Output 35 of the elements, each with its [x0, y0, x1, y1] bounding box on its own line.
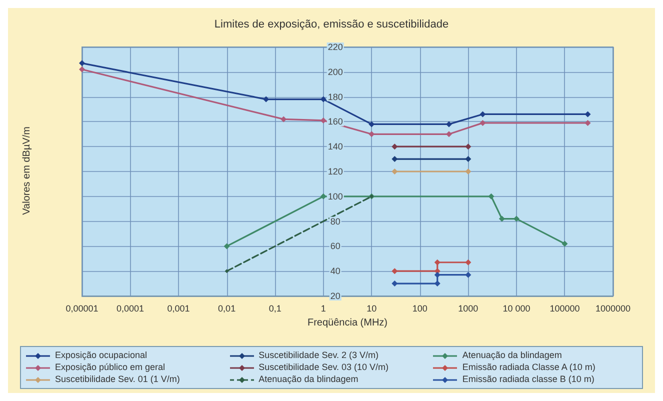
y-tick-label: 200	[328, 66, 343, 77]
legend-label: Atenuação da blindagem	[258, 374, 358, 385]
legend-label: Suscetibilidade Sev. 2 (3 V/m)	[258, 350, 379, 361]
legend-label: Suscetibilidade Sev. 03 (10 V/m)	[258, 362, 389, 373]
x-tick-label: 0,001	[167, 304, 190, 314]
legend-label: Exposição ocupacional	[55, 350, 148, 361]
x-axis-title: Freqüência (MHz)	[307, 318, 388, 328]
y-tick-label: 80	[330, 216, 340, 226]
y-tick-label: 40	[330, 266, 340, 276]
x-tick-label: 100	[412, 304, 428, 314]
legend-label: Suscetibilidade Sev. 01 (1 V/m)	[55, 374, 180, 385]
chart-title: Limites de exposição, emissão e suscetibilidade	[214, 18, 449, 30]
legend-label: Atenuação da blindagem	[462, 350, 562, 361]
x-tick-label: 10	[366, 304, 377, 314]
y-tick-label: 60	[330, 241, 340, 252]
y-tick-label: 20	[330, 291, 340, 301]
x-tick-label: 10 000	[502, 304, 530, 314]
x-tick-label: 1000000	[595, 304, 631, 314]
y-tick-label: 120	[328, 166, 343, 176]
y-tick-label: 180	[328, 92, 343, 102]
x-tick-label: 0,1	[268, 304, 282, 314]
y-tick-label: 160	[328, 116, 343, 127]
y-tick-label: 100	[328, 191, 343, 202]
y-tick-label: 220	[328, 42, 343, 52]
y-tick-label: 140	[328, 142, 343, 152]
y-axis-title: Valores em dBµV/m	[22, 126, 32, 215]
x-tick-label: 1000	[458, 304, 478, 314]
legend-label: Emissão radiada Classe A (10 m)	[462, 362, 596, 373]
legend-label: Emissão radiada classe B (10 m)	[462, 374, 594, 385]
x-tick-label: 0,01	[218, 304, 236, 314]
x-tick-label: 0,0001	[116, 304, 144, 314]
x-tick-label: 1	[320, 304, 326, 314]
x-tick-label: 100000	[550, 304, 580, 314]
x-tick-label: 0,00001	[66, 304, 98, 314]
legend-label: Exposição público em geral	[55, 362, 166, 373]
